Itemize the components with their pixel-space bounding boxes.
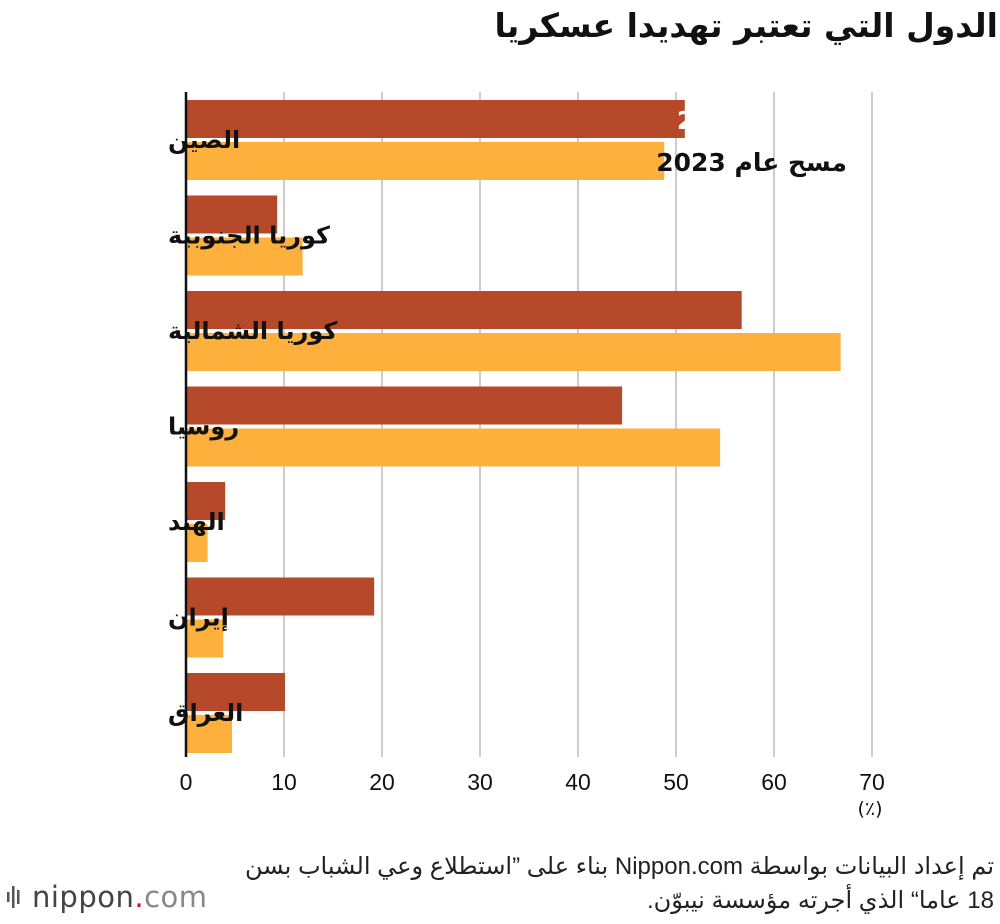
nippon-logo: nippon. com: [6, 880, 208, 914]
logo-tld: com: [144, 880, 208, 914]
bar-2023-5: [186, 619, 224, 658]
x-tick-label: 40: [565, 769, 591, 795]
category-label: الهند: [168, 508, 225, 536]
source-note: تم إعداد البيانات بواسطة Nippon.com بناء…: [244, 853, 994, 914]
category-label: الصين: [168, 126, 240, 154]
x-tick-label: 0: [180, 769, 193, 795]
category-label: إيران: [168, 604, 229, 632]
bars-icon: [7, 886, 20, 908]
bar-2023-1: [186, 237, 303, 276]
bar-2026-0: [186, 100, 685, 138]
legend-label-2023: مسح عام 2023: [656, 148, 847, 178]
category-label: روسيا: [168, 413, 239, 441]
bar-2026-5: [186, 577, 375, 616]
chart-title: الدول التي تعتبر تهديدا عسكريا: [494, 6, 998, 45]
bar-2023-4: [186, 524, 208, 562]
category-label: كوريا الشمالية: [168, 317, 337, 345]
x-tick-label: 10: [271, 769, 297, 795]
x-tick-label: 30: [467, 769, 493, 795]
bar-chart: الصين كوريا الجنوبية كوريا الشمالية روسيا ال…: [168, 92, 885, 820]
x-tick-label: 50: [663, 769, 689, 795]
category-label: العراق: [168, 699, 243, 727]
x-tick-label: 70: [859, 769, 885, 795]
legend-label-2026: مسح عام 2026: [677, 106, 868, 136]
x-tick-label: 60: [761, 769, 787, 795]
bar-2026-6: [186, 673, 285, 711]
bar-2026-2: [186, 291, 742, 329]
x-tick-label: 20: [369, 769, 395, 795]
x-unit-label: (٪): [857, 798, 882, 820]
bar-2026-3: [186, 386, 623, 425]
category-label: كوريا الجنوبية: [168, 222, 330, 250]
bar-2026-1: [186, 195, 278, 234]
bar-2023-3: [186, 428, 721, 467]
logo-dot: .: [134, 880, 145, 914]
bar-2023-0: [186, 142, 665, 180]
bar-2023-2: [186, 333, 841, 371]
bar-2023-6: [186, 715, 233, 753]
bar-2026-4: [186, 482, 226, 520]
logo-name: nippon: [32, 880, 135, 914]
